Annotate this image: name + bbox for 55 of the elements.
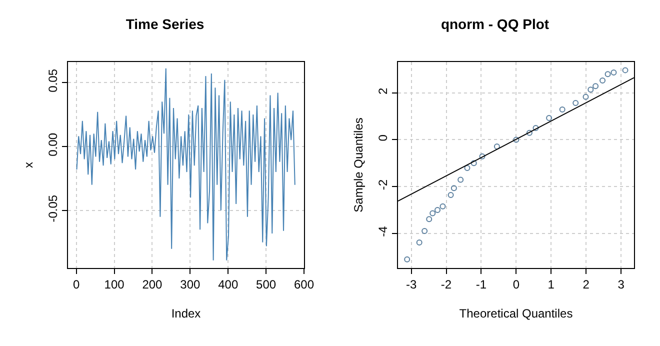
y-axis-title: Sample Quantiles — [352, 118, 366, 212]
y-tick-label: 0 — [376, 134, 390, 142]
point — [448, 192, 454, 198]
point — [546, 114, 552, 121]
point — [434, 206, 441, 213]
point — [600, 77, 606, 84]
x-tick-label: -2 — [440, 277, 452, 292]
x-tick-label: 100 — [104, 277, 125, 292]
x-tick-label: -3 — [406, 277, 417, 292]
point — [416, 239, 422, 246]
x-tick-label: 500 — [256, 277, 276, 292]
x-tick-label: 300 — [180, 277, 200, 292]
point — [582, 94, 589, 100]
point — [458, 176, 464, 183]
point — [494, 144, 500, 150]
x-tick-label: 0 — [73, 277, 80, 292]
x-tick-label: 1 — [548, 277, 555, 292]
x-axis-title: Index — [171, 306, 201, 320]
point — [430, 210, 436, 216]
point — [470, 160, 477, 166]
point — [426, 216, 432, 222]
x-tick-label: 400 — [218, 277, 238, 292]
point — [422, 228, 428, 234]
y-tick-label: -4 — [376, 226, 390, 237]
y-tick-label: 2 — [376, 87, 390, 94]
point — [450, 185, 457, 192]
point — [479, 153, 486, 160]
point — [526, 130, 532, 136]
x-tick-label: 3 — [618, 277, 625, 292]
chart-title: qnorm - QQ Plot — [440, 16, 550, 32]
y-axis-title: x — [22, 162, 36, 168]
x-tick-label: -1 — [476, 277, 487, 292]
y-tick-label: -0.05 — [46, 194, 60, 222]
point — [404, 256, 410, 262]
x-tick-label: 2 — [582, 277, 590, 292]
x-axis-title: Theoretical Quantiles — [459, 306, 573, 320]
y-tick-label: -2 — [376, 179, 390, 190]
y-tick-label: 0.00 — [46, 132, 60, 156]
point — [604, 71, 611, 78]
line-series — [76, 68, 296, 261]
point — [610, 70, 617, 76]
y-tick-label: 0.05 — [46, 68, 60, 92]
point — [559, 106, 566, 113]
point — [588, 86, 594, 93]
point — [532, 125, 539, 132]
point — [592, 83, 599, 90]
point — [572, 100, 579, 106]
chart-title: Time Series — [126, 16, 204, 32]
point — [440, 203, 446, 210]
x-tick-label: 600 — [294, 277, 314, 292]
point — [464, 165, 470, 172]
point — [622, 67, 628, 74]
point — [513, 136, 520, 143]
x-tick-label: 0 — [512, 277, 520, 292]
x-tick-label: 200 — [142, 277, 163, 292]
